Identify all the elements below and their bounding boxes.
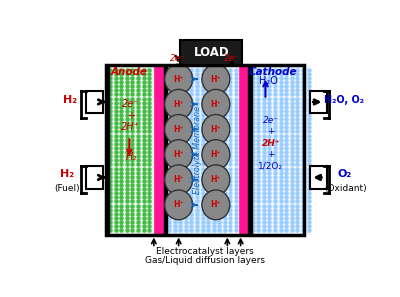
Text: 2e⁻: 2e⁻ xyxy=(170,54,186,63)
Text: Electrolyte Membrane: Electrolyte Membrane xyxy=(193,106,202,194)
Text: Anode: Anode xyxy=(111,67,148,77)
Bar xyxy=(106,65,154,235)
Text: H⁺: H⁺ xyxy=(174,150,184,159)
Ellipse shape xyxy=(202,165,230,195)
Text: H⁺: H⁺ xyxy=(211,100,221,109)
Text: H₂O: H₂O xyxy=(259,76,278,86)
Text: Gas/Liquid diffusion layers: Gas/Liquid diffusion layers xyxy=(145,256,265,265)
Bar xyxy=(180,40,242,65)
Text: Cathode: Cathode xyxy=(249,67,298,77)
Text: H⁺: H⁺ xyxy=(174,200,184,209)
Text: H⁺: H⁺ xyxy=(174,75,184,83)
Text: 2e⁻: 2e⁻ xyxy=(224,54,240,63)
Text: H⁺: H⁺ xyxy=(211,125,221,134)
Text: +: + xyxy=(127,111,135,121)
Ellipse shape xyxy=(202,190,230,220)
Text: (Oxidant): (Oxidant) xyxy=(324,184,366,193)
Bar xyxy=(248,65,252,235)
Text: H⁺: H⁺ xyxy=(211,150,221,159)
Bar xyxy=(239,65,248,235)
Text: O₂: O₂ xyxy=(337,169,352,179)
Text: H₂: H₂ xyxy=(126,152,137,162)
Text: (Fuel): (Fuel) xyxy=(54,184,80,193)
Text: H⁺: H⁺ xyxy=(174,125,184,134)
Ellipse shape xyxy=(165,165,193,195)
Text: LOAD: LOAD xyxy=(193,46,229,59)
Bar xyxy=(165,65,227,235)
Bar xyxy=(106,65,304,235)
Text: 2e⁻: 2e⁻ xyxy=(263,116,279,125)
Text: H⁺: H⁺ xyxy=(174,100,184,109)
Text: H₂: H₂ xyxy=(60,169,74,179)
Ellipse shape xyxy=(202,115,230,144)
Ellipse shape xyxy=(165,64,193,94)
Text: H⁺: H⁺ xyxy=(211,75,221,83)
Text: +: + xyxy=(267,127,274,136)
Text: 2e⁻: 2e⁻ xyxy=(122,99,139,109)
Bar xyxy=(106,65,109,235)
Text: Electrocatalyst layers: Electrocatalyst layers xyxy=(156,247,254,256)
Bar xyxy=(86,91,103,113)
Ellipse shape xyxy=(165,190,193,220)
Ellipse shape xyxy=(165,140,193,169)
Text: H⁺: H⁺ xyxy=(211,200,221,209)
Bar xyxy=(86,166,103,189)
Ellipse shape xyxy=(202,89,230,119)
Bar xyxy=(164,65,167,235)
Text: H⁺: H⁺ xyxy=(174,175,184,184)
Text: H₂: H₂ xyxy=(63,95,77,105)
Bar xyxy=(154,65,165,235)
Ellipse shape xyxy=(165,89,193,119)
Text: +: + xyxy=(267,150,274,159)
Text: 1/2O₂: 1/2O₂ xyxy=(258,162,283,170)
Text: 2H⁺: 2H⁺ xyxy=(121,122,140,132)
Bar xyxy=(310,91,328,113)
Text: H⁺: H⁺ xyxy=(211,175,221,184)
Ellipse shape xyxy=(165,115,193,144)
Ellipse shape xyxy=(202,140,230,169)
Ellipse shape xyxy=(202,64,230,94)
Bar xyxy=(241,65,310,235)
Text: 2H⁺: 2H⁺ xyxy=(262,139,280,148)
Text: H₂O, O₂: H₂O, O₂ xyxy=(324,95,364,105)
Bar xyxy=(310,166,328,189)
